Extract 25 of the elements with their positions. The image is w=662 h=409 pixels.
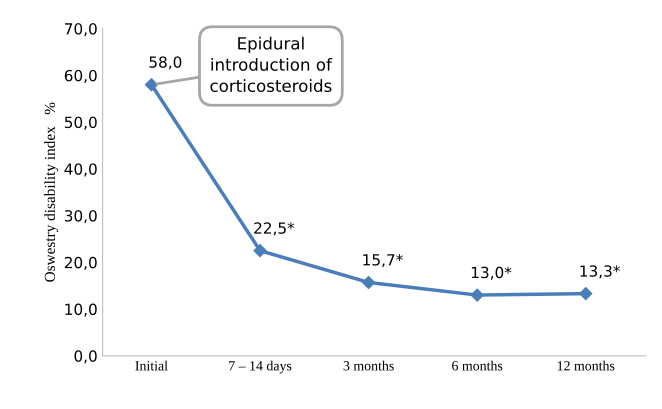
x-tick-label: 6 months bbox=[452, 360, 502, 370]
y-tick-label: 40,0 bbox=[64, 163, 97, 176]
y-tick-label: 10,0 bbox=[65, 304, 97, 317]
y-tick-label: 60,0 bbox=[64, 70, 97, 83]
data-label: 13,0* bbox=[472, 266, 512, 280]
x-tick-label: Initial bbox=[135, 360, 168, 370]
x-tick-label: 3 months bbox=[344, 360, 394, 370]
y-tick-label: 70,0 bbox=[64, 23, 97, 36]
x-tick-label: 12 months bbox=[558, 360, 614, 370]
data-label: 15,7* bbox=[363, 254, 403, 268]
point bbox=[362, 276, 376, 290]
x-tick-label: 7 – 14 days bbox=[229, 360, 292, 374]
y-tick-label: 50,0 bbox=[64, 116, 97, 130]
point bbox=[144, 78, 158, 92]
point bbox=[579, 287, 592, 300]
point bbox=[470, 288, 484, 302]
data-label: 13,3* bbox=[580, 265, 620, 278]
data-label: 58,0 bbox=[150, 56, 182, 70]
point bbox=[253, 244, 267, 258]
y-tick-label: 30,0 bbox=[64, 210, 97, 224]
y-tick-label: 0,0 bbox=[74, 350, 97, 364]
y-axis-title: Oswestry disability index % bbox=[44, 102, 58, 282]
data-label: 22,5* bbox=[254, 222, 294, 236]
y-tick-label: 20,0 bbox=[64, 256, 97, 270]
annotation: Epidural introduction of corticosteroids bbox=[210, 36, 332, 92]
